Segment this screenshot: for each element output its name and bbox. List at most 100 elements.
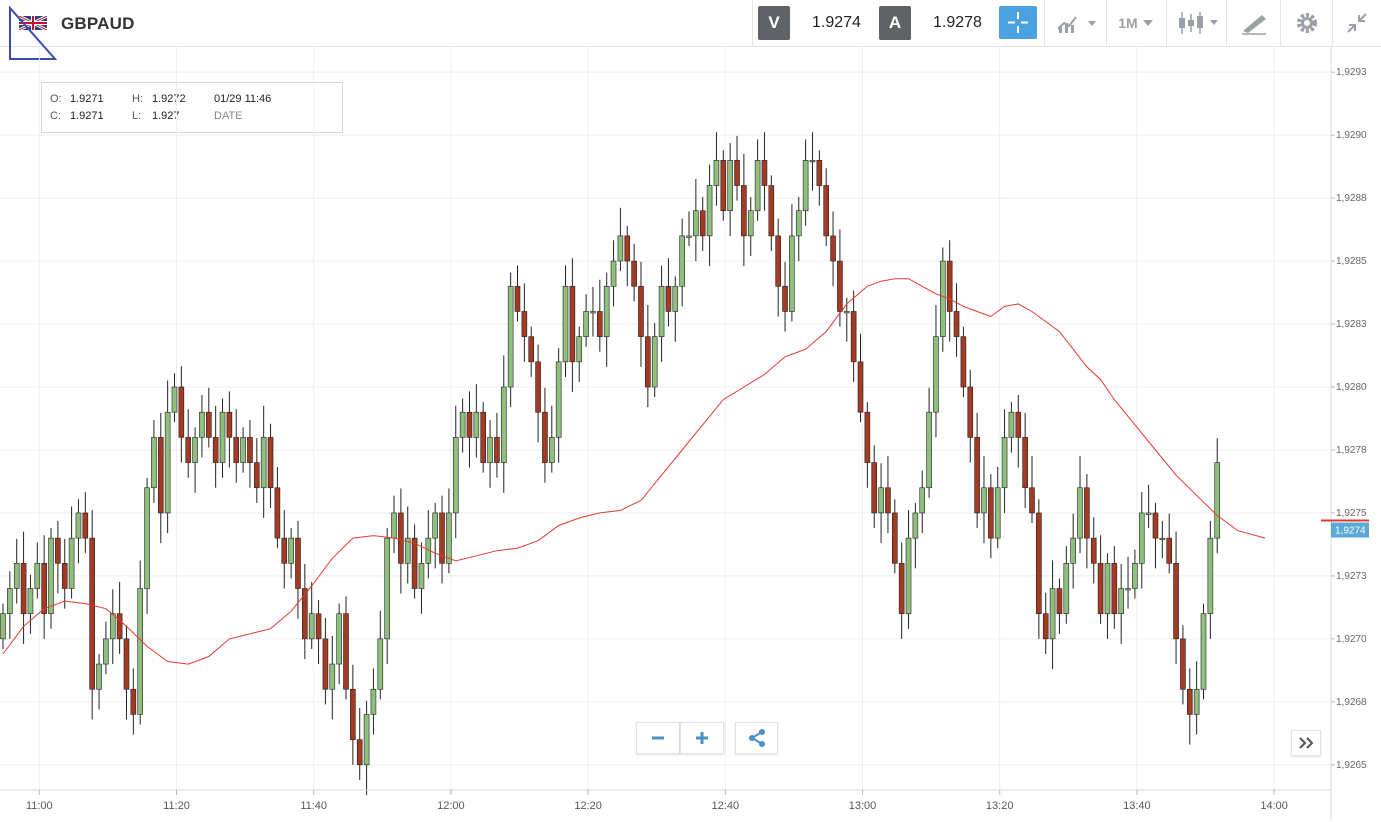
candle-body: [562, 285, 569, 363]
chevron-down-icon: [1142, 20, 1153, 26]
candle-body: [480, 411, 487, 463]
draw-button[interactable]: [1226, 0, 1280, 46]
candle-body: [1152, 512, 1159, 539]
y-tick-label: 1,9280: [1336, 382, 1367, 393]
candle-body: [226, 411, 233, 438]
candle-body: [576, 336, 583, 363]
candle-body: [288, 537, 294, 564]
candle-body: [864, 411, 871, 463]
candle-body: [233, 437, 240, 463]
candle-body: [795, 210, 802, 237]
candle-body: [459, 411, 466, 438]
grid: [0, 47, 1331, 790]
candle-body: [1166, 537, 1172, 564]
candle-body: [432, 512, 438, 539]
price-chart[interactable]: 1,9265 1,9268 1,9270 1,9273 1,9275 1,9278 1,92…: [0, 47, 1381, 822]
candle-body: [123, 638, 130, 690]
candle-body: [308, 613, 315, 640]
candle-body: [1084, 487, 1090, 539]
sell-label[interactable]: V: [758, 6, 790, 40]
candle-body: [178, 386, 185, 438]
candle-body: [240, 437, 246, 463]
candle-body: [7, 588, 13, 614]
x-tick-label: 12:20: [574, 800, 602, 812]
zoom-in-button[interactable]: [680, 722, 724, 754]
share-icon: [748, 729, 765, 747]
candle-body: [967, 386, 974, 438]
buy-label[interactable]: A: [879, 6, 911, 40]
time-axis: 11:00 11:20 11:40 12:00 12:20 12:40 13:00 13:20…: [26, 790, 1288, 812]
candle-body: [206, 411, 212, 438]
candle-body: [610, 260, 617, 287]
candle-body: [13, 563, 20, 589]
buy-price[interactable]: 1.9278: [933, 14, 982, 31]
candle-body: [103, 638, 109, 665]
candle-body: [926, 411, 932, 489]
x-tick-label: 14:00: [1260, 800, 1288, 812]
candle-body: [171, 386, 178, 413]
candle-body: [994, 487, 1001, 539]
timeframe-label: 1M: [1118, 15, 1138, 31]
candle-body: [219, 411, 226, 463]
close-value: 1.9271: [70, 110, 104, 122]
y-tick-label: 1,9288: [1336, 193, 1367, 204]
candle-body: [548, 437, 555, 463]
candle-body: [391, 512, 397, 539]
candle-body: [151, 437, 157, 489]
candle-body: [761, 160, 768, 186]
sell-price[interactable]: 1.9274: [812, 14, 861, 31]
collapse-button[interactable]: [1332, 0, 1381, 46]
candle-body: [144, 487, 150, 589]
candle-body: [500, 386, 507, 463]
y-tick-label: 1,9268: [1336, 697, 1367, 708]
candle-body: [514, 285, 521, 312]
last-price-tag: 1,9274: [1335, 526, 1366, 537]
candle-body: [809, 160, 816, 163]
candle-body: [946, 260, 953, 312]
candle-body: [75, 512, 82, 539]
candle-body: [370, 688, 377, 715]
candle-body: [295, 537, 301, 589]
candle-body: [535, 361, 541, 413]
candle-body: [741, 185, 747, 237]
candle-body: [898, 563, 905, 614]
candle-body: [109, 613, 116, 640]
toolbar: GBPAUD V 1.9274 A 1.9278 1M: [0, 0, 1381, 60]
timeframe-button[interactable]: 1M: [1106, 0, 1166, 46]
candle-body: [658, 285, 665, 337]
y-tick-label: 1,9275: [1336, 508, 1367, 519]
y-tick-label: 1,9283: [1336, 319, 1367, 330]
candle-body: [452, 437, 459, 514]
candle-body: [41, 563, 47, 614]
candle-body: [871, 462, 878, 514]
y-tick-label: 1,9270: [1336, 634, 1367, 645]
candle-body: [164, 411, 171, 514]
x-tick-label: 13:00: [849, 800, 877, 812]
candle-body: [686, 235, 692, 238]
candle-body: [720, 160, 727, 212]
candle-body: [583, 311, 589, 337]
candles-button[interactable]: [1166, 0, 1226, 46]
candle-body: [1056, 588, 1063, 614]
close-label: C:: [50, 110, 61, 122]
candle-body: [837, 260, 843, 312]
candle-body: [473, 411, 480, 438]
settings-button[interactable]: [1280, 0, 1332, 46]
candle-body: [130, 688, 137, 715]
y-tick-label: 1,9293: [1336, 67, 1367, 78]
crosshair-button[interactable]: [999, 6, 1037, 39]
last-price-tag-bg: [1331, 522, 1369, 538]
candle-body: [843, 311, 850, 314]
candle-body: [1111, 563, 1118, 614]
chart-type-button[interactable]: [1044, 0, 1106, 46]
zoom-out-button[interactable]: [636, 722, 680, 754]
share-button[interactable]: [735, 722, 778, 754]
candle-body: [569, 285, 576, 363]
candle-body: [782, 285, 788, 312]
x-tick-label: 12:40: [712, 800, 740, 812]
candle-body: [631, 260, 637, 287]
scroll-right-button[interactable]: [1291, 730, 1321, 756]
candle-body: [384, 537, 390, 640]
candle-body: [1159, 537, 1166, 540]
y-tick-label: 1,9265: [1336, 760, 1367, 771]
